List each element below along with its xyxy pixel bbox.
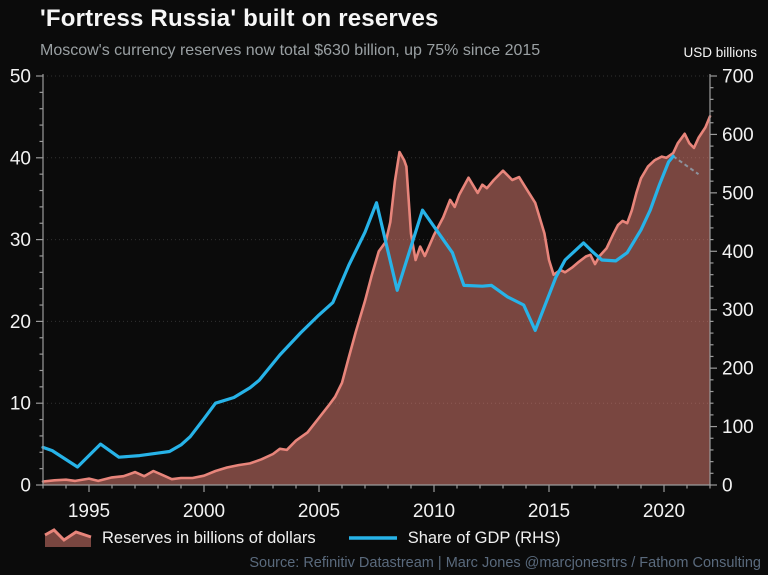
svg-text:700: 700 (722, 67, 754, 88)
legend-item-gdp-share: Share of GDP (RHS) (348, 529, 561, 548)
reserves-area-icon (44, 528, 92, 547)
svg-text:50: 50 (10, 67, 31, 88)
gdp-share-forecast-dashed-line (672, 155, 700, 176)
reserves-area-series (41, 115, 712, 486)
svg-text:300: 300 (722, 300, 754, 321)
svg-text:2005: 2005 (298, 501, 340, 522)
svg-text:100: 100 (722, 417, 754, 438)
svg-text:1995: 1995 (68, 501, 110, 522)
gdp-share-line-series (41, 154, 675, 469)
legend-reserves-label: Reserves in billions of dollars (102, 528, 316, 547)
source-attribution: Source: Refinitiv Datastream | Marc Jone… (249, 555, 761, 571)
svg-text:2020: 2020 (643, 501, 685, 522)
svg-text:40: 40 (10, 148, 31, 169)
svg-text:2015: 2015 (528, 501, 570, 522)
legend: Reserves in billions of dollars Share of… (44, 527, 561, 549)
svg-text:2000: 2000 (183, 501, 225, 522)
gdp-share-line-icon (348, 536, 397, 540)
right-axis-unit-label: USD billions (683, 45, 757, 60)
svg-text:200: 200 (722, 359, 754, 380)
right-axis: 0 100 200 300 400 500 600 700 (709, 67, 754, 497)
svg-text:30: 30 (10, 230, 31, 251)
chart-title: 'Fortress Russia' built on reserves (40, 5, 439, 32)
svg-text:500: 500 (722, 183, 754, 204)
svg-text:10: 10 (10, 394, 31, 415)
left-axis: 0 10 20 30 40 50 (10, 67, 44, 497)
svg-text:0: 0 (722, 476, 733, 497)
x-axis: 1995 2000 2005 2010 2015 2020 (42, 484, 711, 522)
svg-text:400: 400 (722, 242, 754, 263)
legend-gdp-share-label: Share of GDP (RHS) (407, 528, 561, 547)
svg-text:20: 20 (10, 312, 31, 333)
svg-text:2010: 2010 (413, 501, 455, 522)
chart-subtitle: Moscow's currency reserves now total $63… (40, 42, 541, 59)
legend-item-reserves: Reserves in billions of dollars (44, 527, 316, 549)
svg-text:0: 0 (20, 476, 31, 497)
svg-text:600: 600 (722, 125, 754, 146)
